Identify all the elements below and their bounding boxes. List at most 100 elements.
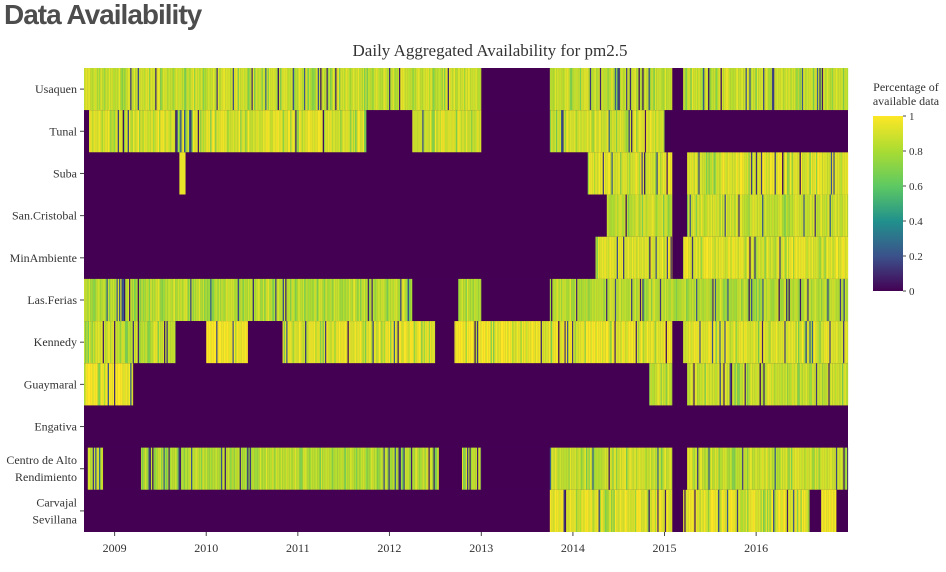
heatmap-cell <box>688 363 690 406</box>
heatmap-cell <box>838 152 840 195</box>
heatmap-cell <box>729 236 731 279</box>
heatmap-segment <box>140 447 440 490</box>
heatmap-cell <box>689 447 692 490</box>
heatmap-cell <box>439 68 441 111</box>
heatmap-cell <box>741 68 744 111</box>
heatmap-cell <box>689 489 691 532</box>
heatmap-plot-area[interactable] <box>84 68 849 532</box>
heatmap-cell <box>794 152 797 195</box>
heatmap-cell <box>101 68 103 111</box>
heatmap-cell <box>718 152 720 195</box>
heatmap-cell <box>160 321 162 364</box>
heatmap-cell <box>602 110 604 153</box>
heatmap-cell <box>399 447 402 490</box>
heatmap-cell <box>670 152 672 195</box>
heatmap-cell <box>744 363 747 406</box>
heatmap-cell <box>667 68 669 111</box>
heatmap-cell <box>754 194 757 237</box>
heatmap-cell <box>617 152 620 195</box>
heatmap-cell <box>229 110 231 153</box>
heatmap-cell <box>626 447 628 490</box>
heatmap-cell <box>314 110 316 153</box>
heatmap-cell <box>122 278 125 322</box>
heatmap-cell <box>692 278 694 322</box>
heatmap-cell <box>584 447 587 490</box>
heatmap-cell <box>199 110 201 153</box>
heatmap-cell <box>662 68 664 111</box>
heatmap-cell <box>576 321 579 364</box>
heatmap-cell <box>746 321 749 364</box>
heatmap-cell <box>640 321 643 364</box>
heatmap-cell <box>748 447 750 490</box>
heatmap-cell <box>234 278 236 322</box>
heatmap-cell <box>400 278 402 322</box>
heatmap-cell <box>556 447 558 490</box>
heatmap-cell <box>340 321 342 364</box>
heatmap-cell <box>739 194 742 237</box>
heatmap-cell <box>122 68 125 111</box>
heatmap-cell <box>733 447 735 490</box>
heatmap-cell <box>165 447 168 490</box>
heatmap-cell <box>597 447 599 490</box>
heatmap-cell <box>681 278 683 322</box>
heatmap-cell <box>713 447 715 490</box>
heatmap-cell <box>677 278 679 322</box>
heatmap-cell <box>717 363 719 406</box>
heatmap-cell <box>657 110 659 153</box>
heatmap-cell <box>774 363 777 406</box>
heatmap-cell <box>324 447 327 490</box>
heatmap-cell <box>172 321 175 364</box>
heatmap-cell <box>294 68 296 111</box>
heatmap-cell <box>832 194 834 237</box>
heatmap-cell <box>650 363 652 406</box>
heatmap-cell <box>712 152 714 195</box>
heatmap-cell <box>826 68 829 111</box>
heatmap-cell <box>162 447 164 490</box>
heatmap-cell <box>264 278 266 322</box>
heatmap-cell <box>723 489 725 532</box>
heatmap-cell <box>110 363 112 406</box>
heatmap-cell <box>478 447 480 490</box>
heatmap-cell <box>273 447 275 490</box>
heatmap-cell <box>646 321 649 364</box>
heatmap-cell <box>747 278 749 322</box>
heatmap-cell <box>615 236 617 279</box>
heatmap-cell <box>764 194 767 237</box>
heatmap-cell <box>686 68 689 111</box>
heatmap-cell <box>845 321 847 364</box>
heatmap-cell <box>584 489 587 532</box>
heatmap-cell <box>554 110 557 153</box>
heatmap-cell <box>186 278 188 322</box>
heatmap-cell <box>591 489 593 532</box>
heatmap-cell <box>724 363 727 406</box>
heatmap-cell <box>316 68 318 111</box>
heatmap-cell <box>803 68 805 111</box>
heatmap-cell <box>245 447 248 490</box>
heatmap-cell <box>508 321 510 364</box>
heatmap-cell <box>322 321 324 364</box>
heatmap-cell <box>569 321 571 364</box>
heatmap-cell <box>835 194 838 237</box>
heatmap-cell <box>169 68 171 111</box>
heatmap-cell <box>619 321 621 364</box>
heatmap-cell <box>684 236 686 279</box>
heatmap-cell <box>274 110 276 153</box>
heatmap-cell <box>566 447 568 490</box>
heatmap-cell <box>563 68 565 111</box>
heatmap-cell <box>817 278 819 322</box>
heatmap-cell <box>692 152 694 195</box>
heatmap-cell <box>411 278 413 322</box>
heatmap-cell <box>663 194 665 237</box>
heatmap-cell <box>110 321 112 364</box>
heatmap-cell <box>114 110 116 153</box>
heatmap-cell <box>385 447 388 490</box>
heatmap-cell <box>750 236 752 279</box>
heatmap-cell <box>451 68 453 111</box>
heatmap-cell <box>256 68 258 111</box>
heatmap-cell <box>708 278 710 322</box>
heatmap-cell <box>135 278 137 322</box>
heatmap-cell <box>314 68 316 111</box>
heatmap-cell <box>454 68 456 111</box>
heatmap-cell <box>609 489 612 532</box>
heatmap-cell <box>117 278 120 322</box>
